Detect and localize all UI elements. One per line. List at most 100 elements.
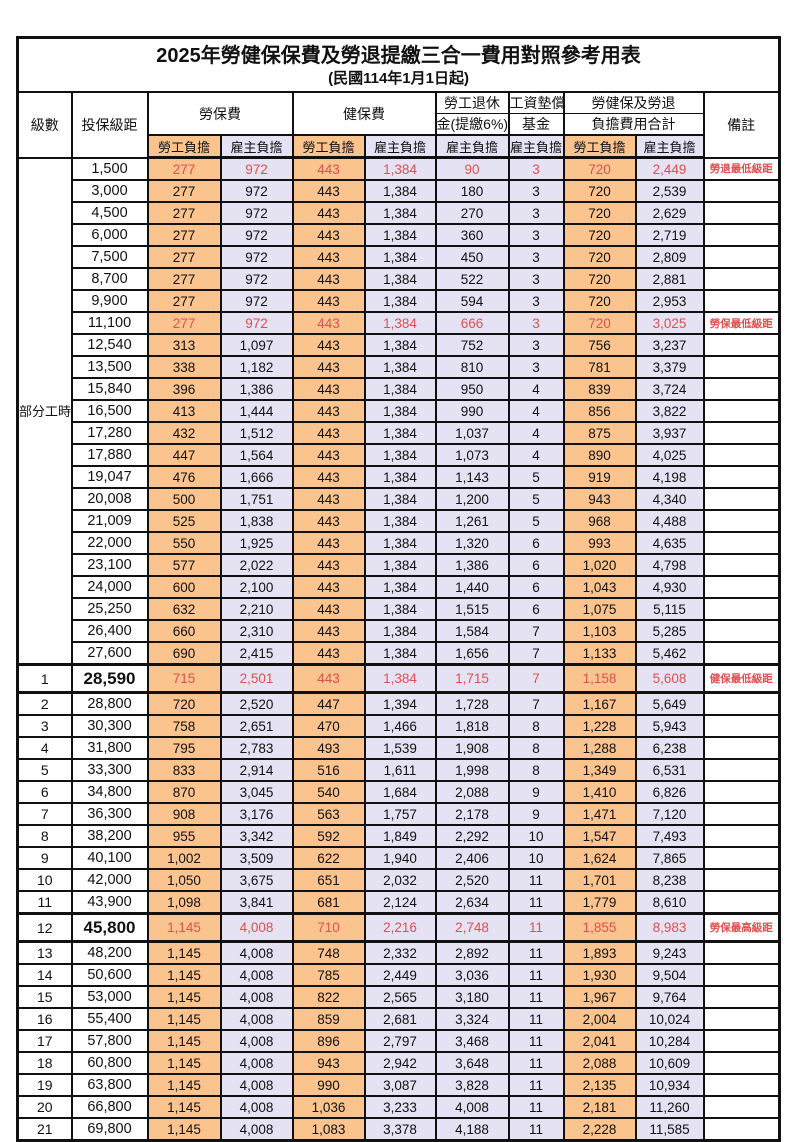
cell-health-employer: 1,849 bbox=[363, 824, 437, 848]
cell-pension-employer: 2,892 bbox=[434, 940, 510, 965]
cell-wage-fund-employer: 3 bbox=[507, 201, 565, 225]
cell-labor-employee: 870 bbox=[146, 780, 222, 804]
cell-labor-employer: 1,182 bbox=[219, 355, 294, 379]
cell-total-employee: 1,471 bbox=[562, 802, 637, 826]
title-cell: 2025年勞健保保費及勞退提繳三合一費用對照參考用表 (民國114年1月1日起) bbox=[16, 36, 781, 93]
cell-bracket: 30,300 bbox=[70, 714, 149, 738]
table-row: 18 60,800 1,145 4,008 943 2,942 3,648 11 2,088 10… bbox=[16, 1051, 781, 1075]
cell-labor-employer: 2,914 bbox=[219, 758, 294, 782]
table-row: 14 50,600 1,145 4,008 785 2,449 3,036 11 1,930 9,… bbox=[16, 963, 781, 987]
table-row: 4,500 277 972 443 1,384 270 3 720 2,629 bbox=[18, 201, 781, 225]
cell-health-employee: 710 bbox=[291, 912, 366, 943]
cell-total-employer: 2,881 bbox=[634, 267, 705, 291]
table-row: 20,008 500 1,751 443 1,384 1,200 5 943 4,340 bbox=[18, 487, 781, 511]
cell-health-employee: 443 bbox=[291, 179, 366, 203]
cell-remark bbox=[702, 509, 781, 533]
cell-total-employee: 720 bbox=[562, 311, 637, 335]
cell-total-employer: 4,798 bbox=[634, 553, 705, 577]
cell-bracket: 42,000 bbox=[70, 868, 149, 892]
cell-remark bbox=[702, 223, 781, 247]
cell-bracket: 33,300 bbox=[70, 758, 149, 782]
cell-health-employer: 1,611 bbox=[363, 758, 437, 782]
cell-total-employer: 10,609 bbox=[634, 1051, 705, 1075]
table-row: 13,500 338 1,182 443 1,384 810 3 781 3,379 bbox=[18, 355, 781, 379]
cell-pension-employer: 2,178 bbox=[434, 802, 510, 826]
col-header-wage-fund-line1: 工資墊償 bbox=[507, 91, 565, 114]
cell-labor-employee: 313 bbox=[146, 333, 222, 357]
cell-bracket: 11,100 bbox=[70, 311, 149, 335]
table-row: 11 43,900 1,098 3,841 681 2,124 2,634 11 1,779 8,… bbox=[16, 890, 781, 915]
cell-total-employee: 875 bbox=[562, 421, 637, 445]
cell-total-employer: 8,610 bbox=[634, 890, 705, 915]
cell-health-employer: 3,087 bbox=[363, 1073, 437, 1097]
cell-labor-employee: 1,145 bbox=[146, 985, 222, 1009]
cell-wage-fund-employer: 11 bbox=[507, 1095, 565, 1119]
table-row: 23,100 577 2,022 443 1,384 1,386 6 1,020 4,798 bbox=[18, 553, 781, 577]
cell-remark bbox=[702, 179, 781, 203]
cell-level: 20 bbox=[16, 1095, 73, 1119]
cell-remark: 勞退最低級距 bbox=[702, 156, 781, 181]
cell-wage-fund-employer: 11 bbox=[507, 868, 565, 892]
cell-pension-employer: 1,818 bbox=[434, 714, 510, 738]
cell-pension-employer: 4,188 bbox=[434, 1117, 510, 1142]
cell-wage-fund-employer: 11 bbox=[507, 985, 565, 1009]
cell-bracket: 28,590 bbox=[70, 663, 149, 694]
cell-labor-employer: 4,008 bbox=[219, 1095, 294, 1119]
cell-pension-employer: 1,037 bbox=[434, 421, 510, 445]
cell-labor-employee: 277 bbox=[146, 223, 222, 247]
table-row: 16,500 413 1,444 443 1,384 990 4 856 3,822 bbox=[18, 399, 781, 423]
cell-total-employer: 7,493 bbox=[634, 824, 705, 848]
cell-wage-fund-employer: 11 bbox=[507, 912, 565, 943]
table-row: 7,500 277 972 443 1,384 450 3 720 2,809 bbox=[18, 245, 781, 269]
table-row: 9,900 277 972 443 1,384 594 3 720 2,953 bbox=[18, 289, 781, 313]
cell-total-employer: 2,719 bbox=[634, 223, 705, 247]
cell-total-employee: 720 bbox=[562, 201, 637, 225]
cell-pension-employer: 1,584 bbox=[434, 619, 510, 643]
cell-labor-employee: 277 bbox=[146, 289, 222, 313]
cell-labor-employer: 1,564 bbox=[219, 443, 294, 467]
cell-remark bbox=[702, 377, 781, 401]
cell-wage-fund-employer: 10 bbox=[507, 846, 565, 870]
cell-health-employee: 443 bbox=[291, 421, 366, 445]
part-time-merged-cell: 部分工時 bbox=[16, 156, 73, 666]
cell-health-employer: 2,681 bbox=[363, 1007, 437, 1031]
table-row: 21,009 525 1,838 443 1,384 1,261 5 968 4,488 bbox=[18, 509, 781, 533]
cell-pension-employer: 4,008 bbox=[434, 1095, 510, 1119]
cell-bracket: 38,200 bbox=[70, 824, 149, 848]
col-header-labor-insurance: 勞保費 bbox=[146, 91, 294, 136]
cell-bracket: 36,300 bbox=[70, 802, 149, 826]
cell-remark bbox=[702, 1117, 781, 1142]
cell-total-employer: 5,943 bbox=[634, 714, 705, 738]
cell-bracket: 34,800 bbox=[70, 780, 149, 804]
page-subtitle: (民國114年1月1日起) bbox=[328, 69, 469, 87]
cell-health-employee: 443 bbox=[291, 156, 366, 181]
subheader-labor-employer: 雇主負擔 bbox=[219, 134, 294, 159]
cell-pension-employer: 752 bbox=[434, 333, 510, 357]
cell-labor-employer: 2,210 bbox=[219, 597, 294, 621]
cell-level: 21 bbox=[16, 1117, 73, 1142]
cell-labor-employee: 1,098 bbox=[146, 890, 222, 915]
cell-wage-fund-employer: 11 bbox=[507, 1029, 565, 1053]
cell-level: 8 bbox=[16, 824, 73, 848]
cell-level: 13 bbox=[16, 940, 73, 965]
cell-remark bbox=[702, 487, 781, 511]
cell-total-employer: 9,504 bbox=[634, 963, 705, 987]
cell-labor-employer: 1,666 bbox=[219, 465, 294, 489]
cell-total-employee: 1,075 bbox=[562, 597, 637, 621]
cell-pension-employer: 3,180 bbox=[434, 985, 510, 1009]
cell-health-employer: 1,384 bbox=[363, 399, 437, 423]
cell-health-employee: 443 bbox=[291, 377, 366, 401]
table-row: 12 45,800 1,145 4,008 710 2,216 2,748 11 1,855 8,… bbox=[16, 912, 781, 943]
cell-labor-employee: 1,145 bbox=[146, 912, 222, 943]
table-row: 8,700 277 972 443 1,384 522 3 720 2,881 bbox=[18, 267, 781, 291]
cell-health-employee: 443 bbox=[291, 399, 366, 423]
cell-remark bbox=[702, 553, 781, 577]
cell-wage-fund-employer: 7 bbox=[507, 663, 565, 694]
cell-remark bbox=[702, 289, 781, 313]
cell-bracket: 17,280 bbox=[70, 421, 149, 445]
cell-remark: 健保最低級距 bbox=[702, 663, 781, 694]
cell-labor-employee: 1,145 bbox=[146, 940, 222, 965]
cell-remark bbox=[702, 824, 781, 848]
cell-remark bbox=[702, 421, 781, 445]
cell-health-employer: 1,384 bbox=[363, 575, 437, 599]
